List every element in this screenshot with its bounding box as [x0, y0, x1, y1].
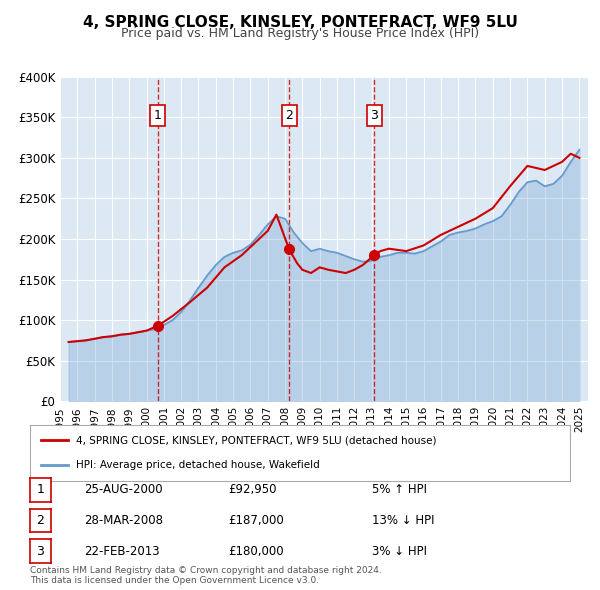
Text: 2: 2	[285, 109, 293, 122]
Text: 25-AUG-2000: 25-AUG-2000	[84, 483, 163, 496]
Text: 3% ↓ HPI: 3% ↓ HPI	[372, 545, 427, 558]
Text: £187,000: £187,000	[228, 514, 284, 527]
Text: 22-FEB-2013: 22-FEB-2013	[84, 545, 160, 558]
Text: HPI: Average price, detached house, Wakefield: HPI: Average price, detached house, Wake…	[76, 460, 320, 470]
Text: 2: 2	[37, 514, 44, 527]
Text: 1: 1	[154, 109, 162, 122]
Text: 4, SPRING CLOSE, KINSLEY, PONTEFRACT, WF9 5LU (detached house): 4, SPRING CLOSE, KINSLEY, PONTEFRACT, WF…	[76, 435, 436, 445]
Text: 4, SPRING CLOSE, KINSLEY, PONTEFRACT, WF9 5LU: 4, SPRING CLOSE, KINSLEY, PONTEFRACT, WF…	[83, 15, 517, 30]
Text: 3: 3	[37, 545, 44, 558]
Text: 5% ↑ HPI: 5% ↑ HPI	[372, 483, 427, 496]
Text: Contains HM Land Registry data © Crown copyright and database right 2024.
This d: Contains HM Land Registry data © Crown c…	[30, 566, 382, 585]
Text: 28-MAR-2008: 28-MAR-2008	[84, 514, 163, 527]
Text: Price paid vs. HM Land Registry's House Price Index (HPI): Price paid vs. HM Land Registry's House …	[121, 27, 479, 40]
Text: 1: 1	[37, 483, 44, 496]
Text: 13% ↓ HPI: 13% ↓ HPI	[372, 514, 434, 527]
Text: £180,000: £180,000	[228, 545, 284, 558]
Text: 3: 3	[370, 109, 378, 122]
Text: £92,950: £92,950	[228, 483, 277, 496]
